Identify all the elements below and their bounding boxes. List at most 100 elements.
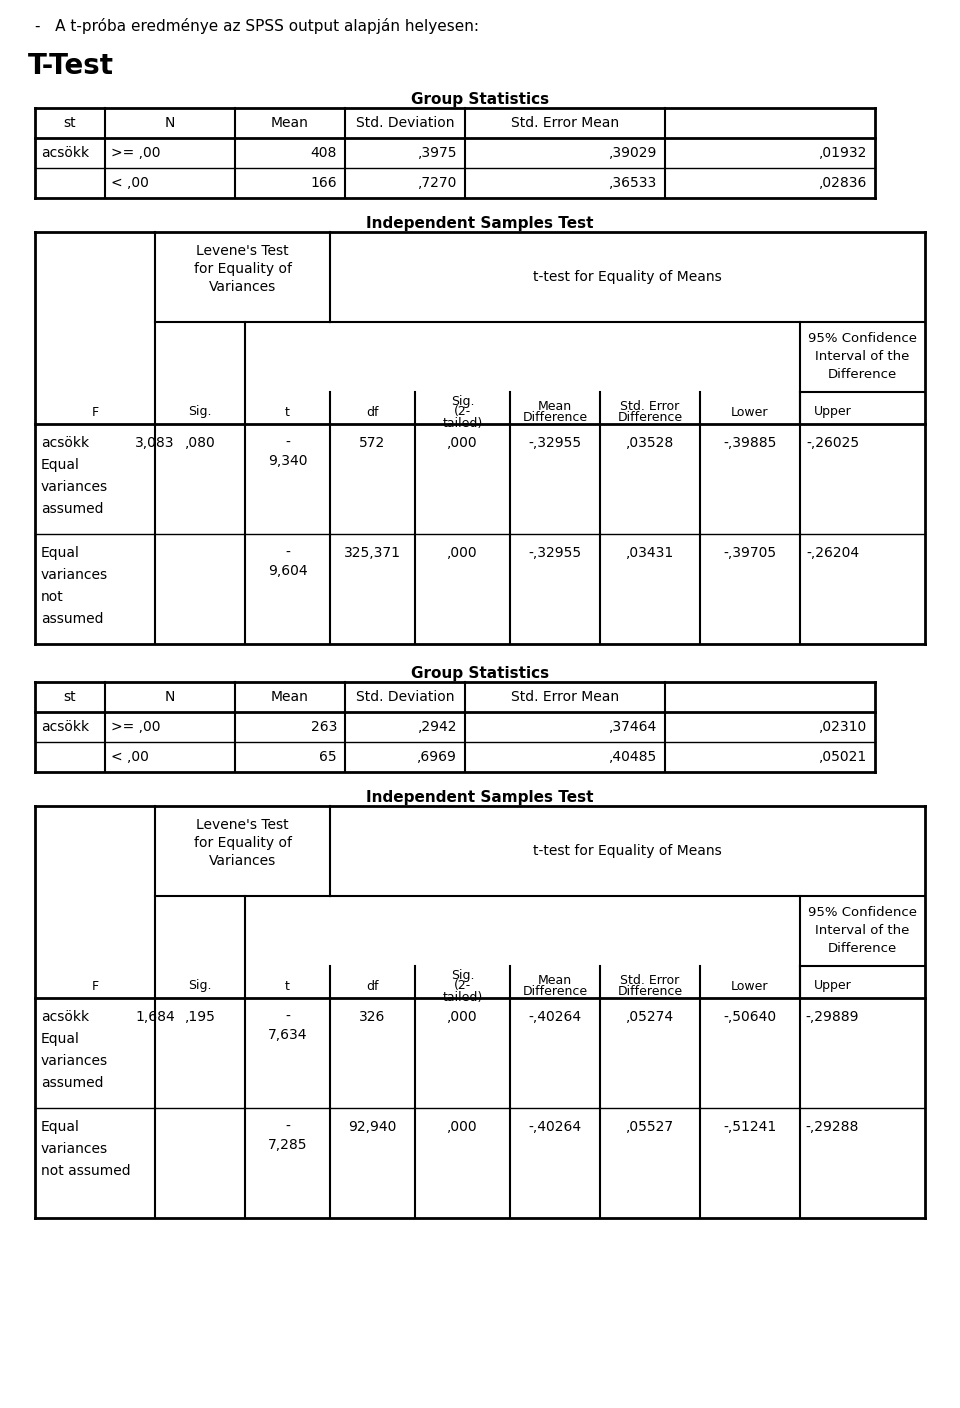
Text: Variances: Variances: [209, 855, 276, 867]
Text: t-test for Equality of Means: t-test for Equality of Means: [533, 843, 722, 857]
Text: Interval of the: Interval of the: [815, 924, 910, 936]
Text: Difference: Difference: [828, 942, 898, 955]
Text: Difference: Difference: [617, 411, 683, 424]
Text: Std. Error: Std. Error: [620, 400, 680, 413]
Text: 9,604: 9,604: [268, 565, 307, 579]
Text: acsökk: acsökk: [41, 719, 89, 734]
Text: -   A t-próba eredménye az SPSS output alapján helyesen:: - A t-próba eredménye az SPSS output ala…: [35, 18, 479, 34]
Text: ,05274: ,05274: [626, 1010, 674, 1024]
Text: (2-: (2-: [454, 980, 471, 993]
Text: tailed): tailed): [443, 990, 483, 1004]
Text: 166: 166: [310, 176, 337, 190]
Text: ,02310: ,02310: [819, 719, 867, 734]
Text: Independent Samples Test: Independent Samples Test: [367, 215, 593, 231]
Text: Upper: Upper: [814, 406, 852, 418]
Text: -,29288: -,29288: [805, 1119, 859, 1133]
Text: 263: 263: [311, 719, 337, 734]
Text: variances: variances: [41, 1142, 108, 1156]
Text: Difference: Difference: [617, 986, 683, 998]
Text: Sig.: Sig.: [451, 969, 474, 981]
Text: -: -: [285, 546, 290, 560]
Text: df: df: [367, 980, 379, 993]
Text: 1,684: 1,684: [135, 1010, 175, 1024]
Text: Lower: Lower: [732, 406, 769, 418]
Text: 572: 572: [359, 436, 386, 451]
Text: Mean: Mean: [538, 974, 572, 987]
Text: ,36533: ,36533: [609, 176, 657, 190]
Text: ,000: ,000: [447, 436, 478, 451]
Text: not: not: [41, 590, 63, 604]
Text: -,26025: -,26025: [806, 436, 859, 451]
Text: Equal: Equal: [41, 458, 80, 472]
Text: F: F: [91, 406, 99, 418]
Text: tailed): tailed): [443, 417, 483, 429]
Text: Group Statistics: Group Statistics: [411, 666, 549, 681]
Text: -,32955: -,32955: [528, 546, 582, 560]
Text: Std. Error Mean: Std. Error Mean: [511, 690, 619, 704]
Text: Equal: Equal: [41, 1032, 80, 1046]
Text: Interval of the: Interval of the: [815, 351, 910, 363]
Text: Difference: Difference: [828, 367, 898, 382]
Text: Group Statistics: Group Statistics: [411, 92, 549, 107]
Text: -: -: [285, 1010, 290, 1024]
Text: ,37464: ,37464: [609, 719, 657, 734]
Text: Std. Deviation: Std. Deviation: [356, 115, 454, 130]
Text: -,50640: -,50640: [724, 1010, 777, 1024]
Text: F: F: [91, 980, 99, 993]
Text: N: N: [165, 690, 175, 704]
Text: assumed: assumed: [41, 1076, 104, 1090]
Text: acsökk: acsökk: [41, 436, 89, 451]
Text: st: st: [63, 115, 76, 130]
Text: -: -: [285, 436, 290, 451]
Text: Difference: Difference: [522, 986, 588, 998]
Text: Lower: Lower: [732, 980, 769, 993]
Text: Mean: Mean: [538, 400, 572, 413]
Text: ,01932: ,01932: [819, 146, 867, 161]
Text: Sig.: Sig.: [451, 394, 474, 407]
Text: variances: variances: [41, 480, 108, 494]
Text: -: -: [285, 1119, 290, 1133]
Text: Mean: Mean: [271, 690, 309, 704]
Text: 95% Confidence: 95% Confidence: [808, 905, 917, 919]
Text: ,02836: ,02836: [819, 176, 867, 190]
Text: Levene's Test: Levene's Test: [196, 818, 289, 832]
Text: ,000: ,000: [447, 1010, 478, 1024]
Text: not assumed: not assumed: [41, 1164, 131, 1178]
Text: (2-: (2-: [454, 406, 471, 418]
Text: < ,00: < ,00: [111, 750, 149, 765]
Text: df: df: [367, 406, 379, 418]
Text: -,29889: -,29889: [805, 1010, 859, 1024]
Text: 326: 326: [359, 1010, 386, 1024]
Text: >= ,00: >= ,00: [111, 146, 160, 161]
Text: ,39029: ,39029: [609, 146, 657, 161]
Text: t-test for Equality of Means: t-test for Equality of Means: [533, 270, 722, 284]
Text: ,080: ,080: [184, 436, 215, 451]
Text: 9,340: 9,340: [268, 453, 307, 467]
Text: 7,634: 7,634: [268, 1028, 307, 1042]
Text: variances: variances: [41, 1055, 108, 1069]
Text: acsökk: acsökk: [41, 1010, 89, 1024]
Text: -,26204: -,26204: [806, 546, 859, 560]
Text: for Equality of: for Equality of: [194, 836, 292, 850]
Text: for Equality of: for Equality of: [194, 262, 292, 276]
Text: Variances: Variances: [209, 280, 276, 294]
Text: 95% Confidence: 95% Confidence: [808, 332, 917, 345]
Text: T-Test: T-Test: [28, 52, 114, 80]
Text: ,6969: ,6969: [418, 750, 457, 765]
Text: >= ,00: >= ,00: [111, 719, 160, 734]
Text: Mean: Mean: [271, 115, 309, 130]
Text: 408: 408: [311, 146, 337, 161]
Text: 65: 65: [320, 750, 337, 765]
Text: Std. Deviation: Std. Deviation: [356, 690, 454, 704]
Text: Levene's Test: Levene's Test: [196, 244, 289, 258]
Text: -,40264: -,40264: [528, 1010, 582, 1024]
Text: assumed: assumed: [41, 612, 104, 627]
Text: ,40485: ,40485: [609, 750, 657, 765]
Text: ,03431: ,03431: [626, 546, 674, 560]
Text: ,03528: ,03528: [626, 436, 674, 451]
Text: ,000: ,000: [447, 546, 478, 560]
Text: Upper: Upper: [814, 980, 852, 993]
Text: ,05021: ,05021: [819, 750, 867, 765]
Text: 3,083: 3,083: [135, 436, 175, 451]
Text: assumed: assumed: [41, 503, 104, 515]
